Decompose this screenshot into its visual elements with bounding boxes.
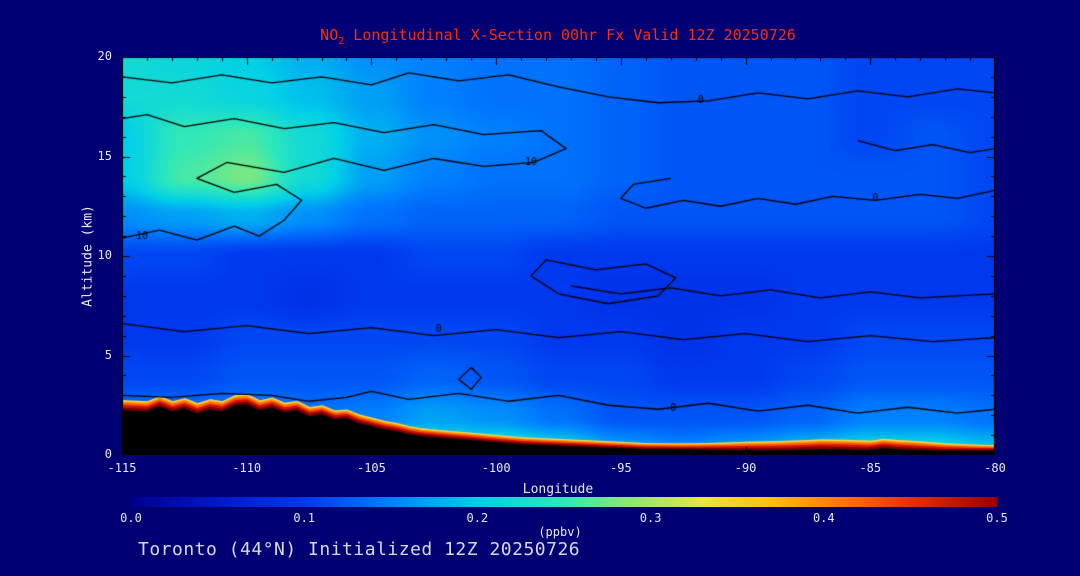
- y-tick-label: 15: [97, 148, 112, 163]
- x-tick-label: -115: [107, 461, 137, 475]
- chart-title-subscript: 2: [338, 36, 345, 47]
- y-tick-label: 20: [97, 49, 112, 63]
- x-axis-label: Longitude: [522, 482, 594, 497]
- colorbar-tick-label: 0.2: [466, 511, 489, 525]
- colorbar-tick-label: 0.1: [293, 511, 316, 525]
- colorbar-tick-label: 0.0: [120, 511, 142, 525]
- x-tick-label: -105: [356, 461, 386, 475]
- chart-title-rest: Longitudinal X-Section 00hr Fx Valid 12Z…: [344, 26, 796, 44]
- colorbar-tick-label: 0.5: [986, 511, 1008, 525]
- x-tick-label: -80: [984, 461, 1006, 475]
- colorbar: [131, 497, 997, 507]
- x-tick-label: -100: [481, 461, 511, 475]
- colorbar-tick-label: 0.4: [812, 511, 835, 525]
- chart-title-prefix: NO: [320, 26, 339, 44]
- chart-title: NO2 Longitudinal X-Section 00hr Fx Valid…: [320, 26, 796, 47]
- colorbar-units-label: (ppbv): [538, 525, 582, 539]
- y-tick-label: 0: [104, 447, 112, 461]
- x-tick-label: -85: [859, 461, 882, 475]
- run-info-caption: Toronto (44°N) Initialized 12Z 20250726: [138, 539, 581, 560]
- y-tick-label: 5: [104, 347, 112, 362]
- colorbar-tick-label: 0.3: [639, 511, 662, 525]
- x-tick-label: -95: [610, 461, 632, 475]
- contour-plot-canvas: [122, 57, 995, 455]
- x-tick-label: -110: [232, 461, 262, 475]
- x-tick-label: -90: [734, 461, 757, 475]
- y-tick-label: 10: [97, 248, 112, 262]
